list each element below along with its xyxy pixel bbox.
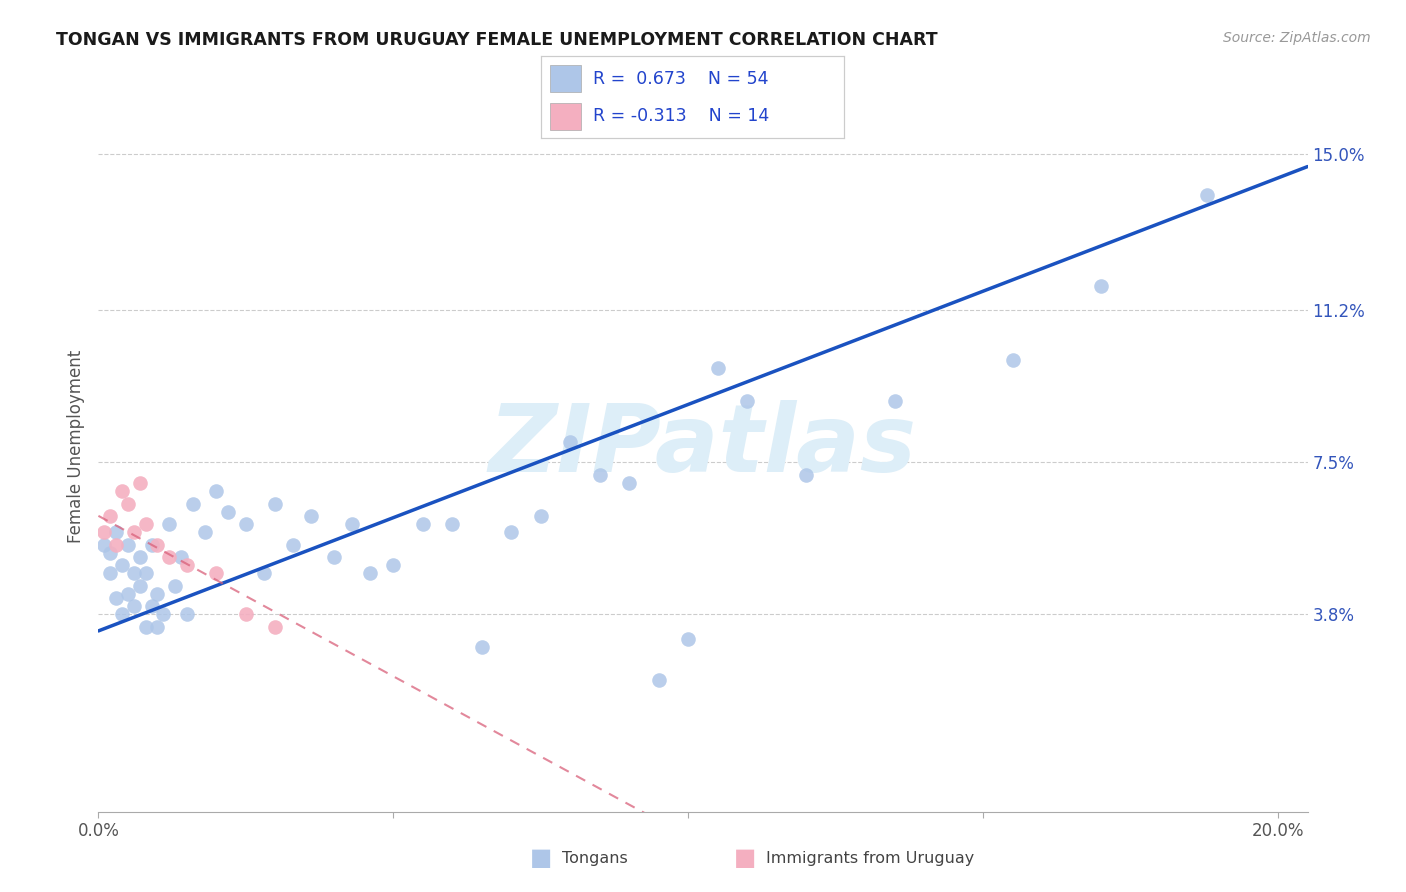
- Text: ■: ■: [530, 847, 553, 870]
- Point: [128, 549, 150, 564]
- Point: [152, 607, 174, 622]
- Point: [93, 525, 115, 540]
- Point: [141, 538, 163, 552]
- Point: [235, 517, 257, 532]
- Text: R =  0.673    N = 54: R = 0.673 N = 54: [593, 70, 768, 87]
- Text: ■: ■: [734, 847, 756, 870]
- Point: [205, 566, 228, 581]
- Point: [141, 599, 163, 614]
- Point: [299, 508, 322, 523]
- Point: [146, 587, 169, 601]
- Point: [105, 591, 128, 605]
- Point: [281, 538, 304, 552]
- Point: [560, 434, 582, 449]
- Point: [1090, 278, 1112, 293]
- Point: [122, 566, 145, 581]
- Point: [146, 538, 169, 552]
- Point: [122, 599, 145, 614]
- Point: [105, 525, 128, 540]
- Point: [98, 546, 121, 560]
- Point: [794, 467, 817, 482]
- Point: [146, 620, 169, 634]
- Point: [117, 587, 139, 601]
- Point: [98, 566, 121, 581]
- Point: [441, 517, 464, 532]
- Point: [111, 484, 134, 499]
- Point: [157, 517, 180, 532]
- Point: [501, 525, 523, 540]
- Point: [181, 496, 204, 510]
- Point: [359, 566, 381, 581]
- Y-axis label: Female Unemployment: Female Unemployment: [66, 350, 84, 542]
- Point: [205, 484, 228, 499]
- Text: TONGAN VS IMMIGRANTS FROM URUGUAY FEMALE UNEMPLOYMENT CORRELATION CHART: TONGAN VS IMMIGRANTS FROM URUGUAY FEMALE…: [56, 31, 938, 49]
- Point: [105, 538, 128, 552]
- Text: Tongans: Tongans: [562, 851, 628, 865]
- FancyBboxPatch shape: [550, 65, 581, 92]
- Point: [530, 508, 553, 523]
- Point: [735, 393, 758, 408]
- Point: [382, 558, 405, 573]
- Point: [128, 579, 150, 593]
- Point: [883, 393, 905, 408]
- Point: [165, 579, 187, 593]
- Point: [589, 467, 612, 482]
- Point: [176, 607, 198, 622]
- Point: [122, 525, 145, 540]
- Text: Immigrants from Uruguay: Immigrants from Uruguay: [766, 851, 974, 865]
- Point: [194, 525, 217, 540]
- Point: [264, 496, 287, 510]
- Point: [471, 640, 494, 655]
- Point: [117, 496, 139, 510]
- Point: [235, 607, 257, 622]
- Text: ZIPatlas: ZIPatlas: [489, 400, 917, 492]
- Point: [93, 538, 115, 552]
- Point: [98, 508, 121, 523]
- Point: [1001, 352, 1024, 367]
- Point: [157, 549, 180, 564]
- Point: [176, 558, 198, 573]
- Point: [252, 566, 274, 581]
- Point: [340, 517, 363, 532]
- Point: [217, 505, 239, 519]
- Point: [706, 360, 728, 375]
- Point: [412, 517, 434, 532]
- Point: [619, 475, 641, 490]
- Point: [264, 620, 287, 634]
- Point: [323, 549, 346, 564]
- Point: [1197, 188, 1219, 202]
- Text: Source: ZipAtlas.com: Source: ZipAtlas.com: [1223, 31, 1371, 45]
- Point: [135, 620, 157, 634]
- Point: [135, 566, 157, 581]
- Point: [117, 538, 139, 552]
- FancyBboxPatch shape: [550, 103, 581, 130]
- Point: [111, 558, 134, 573]
- Text: R = -0.313    N = 14: R = -0.313 N = 14: [593, 107, 769, 125]
- Point: [648, 673, 671, 688]
- Point: [128, 475, 150, 490]
- Point: [170, 549, 193, 564]
- Point: [135, 517, 157, 532]
- Point: [678, 632, 700, 647]
- Point: [111, 607, 134, 622]
